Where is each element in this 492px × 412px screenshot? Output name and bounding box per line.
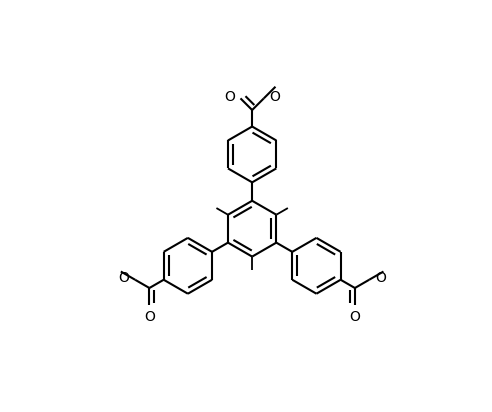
Text: O: O — [224, 90, 235, 104]
Text: O: O — [119, 271, 129, 285]
Text: O: O — [375, 271, 386, 285]
Text: O: O — [269, 90, 280, 104]
Text: O: O — [349, 310, 360, 324]
Text: O: O — [144, 310, 155, 324]
